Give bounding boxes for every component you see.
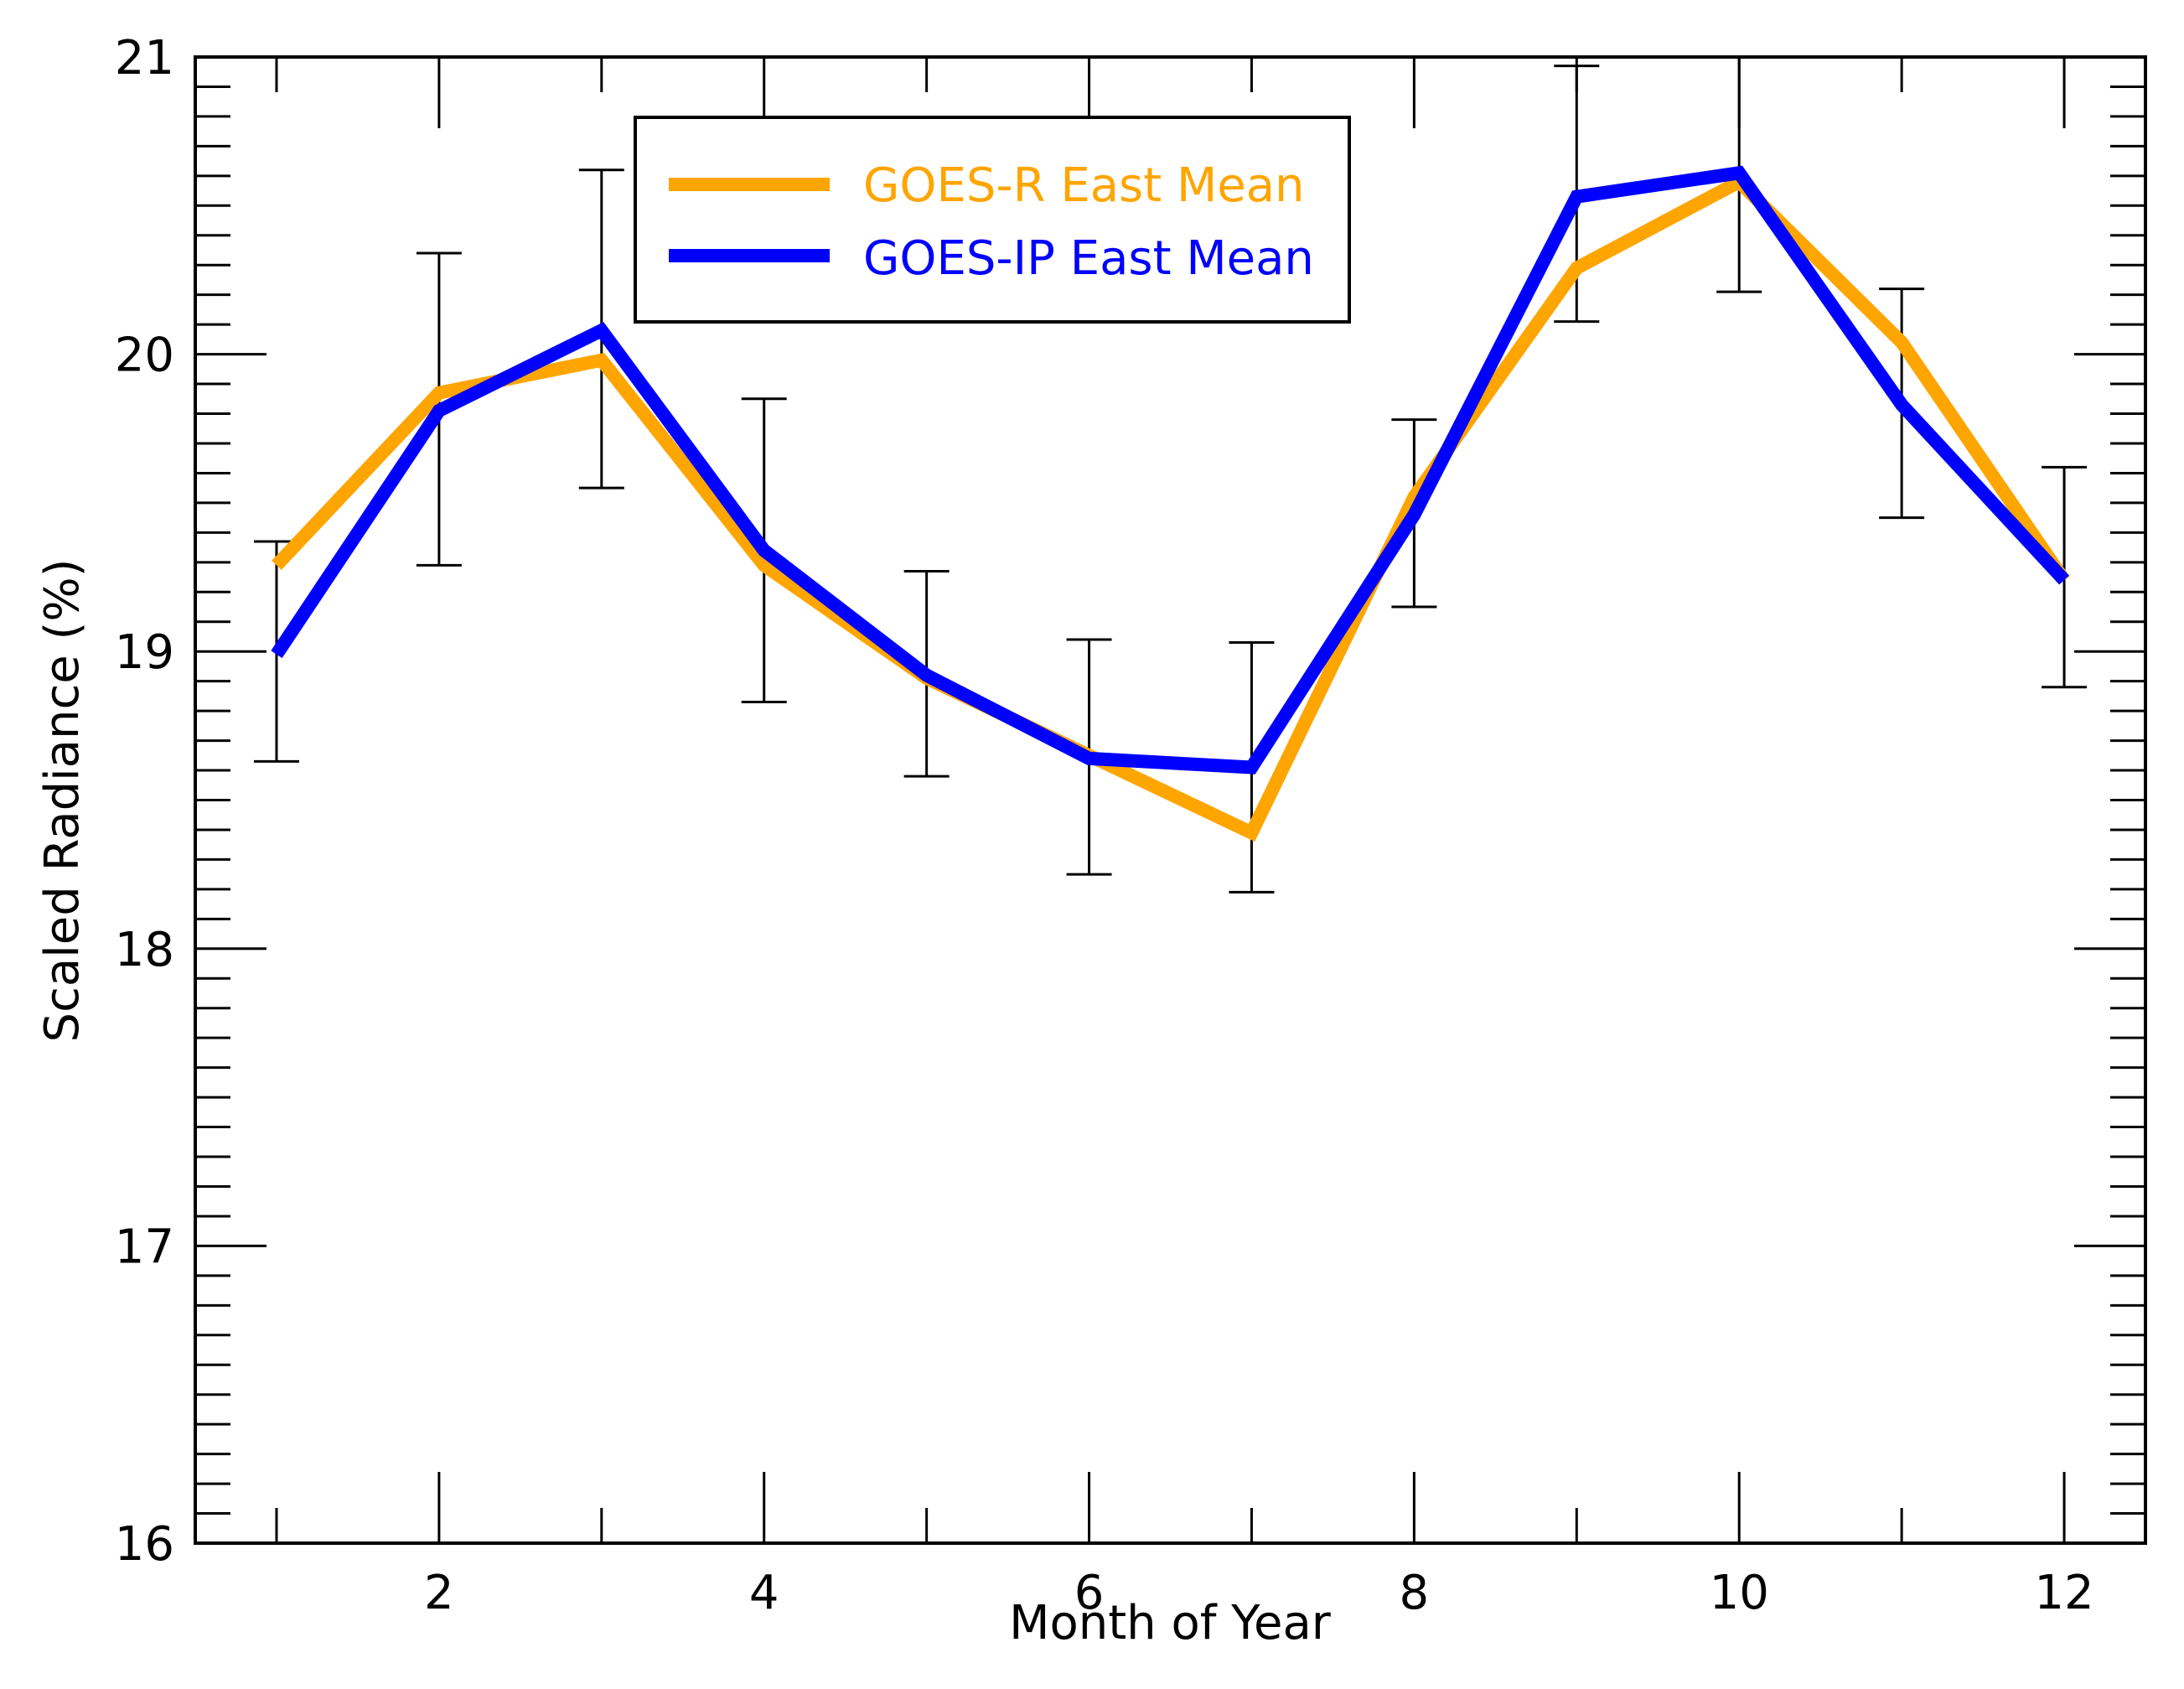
series-line-goes-ip bbox=[271, 165, 2069, 775]
legend-label-goes-ip: GOES-IP East Mean bbox=[863, 231, 1314, 286]
series-lines bbox=[271, 165, 2070, 842]
y-tick-label: 18 bbox=[115, 923, 174, 977]
legend: GOES-R East Mean GOES-IP East Mean bbox=[634, 116, 1351, 324]
legend-label-goes-r: GOES-R East Mean bbox=[863, 158, 1305, 213]
y-tick-label: 21 bbox=[115, 31, 174, 85]
x-tick-label: 4 bbox=[749, 1566, 779, 1620]
x-tick-label: 10 bbox=[1710, 1566, 1769, 1620]
x-tick-label: 2 bbox=[424, 1566, 454, 1620]
x-tick-label: 12 bbox=[2034, 1566, 2093, 1620]
x-tick-label: 8 bbox=[1400, 1566, 1430, 1620]
x-axis-label: Month of Year bbox=[1009, 1596, 1332, 1650]
y-tick-labels: 16 17 18 19 20 21 bbox=[115, 31, 174, 1572]
y-axis-label: Scaled Radiance (%) bbox=[35, 559, 90, 1043]
x-tick-labels: 2 4 6 8 10 12 bbox=[424, 1566, 2094, 1620]
y-tick-label: 20 bbox=[115, 329, 174, 383]
x-tick-label: 6 bbox=[1074, 1566, 1105, 1620]
minor-ticks bbox=[195, 57, 2145, 1543]
y-tick-label: 16 bbox=[115, 1517, 174, 1572]
y-tick-label: 17 bbox=[115, 1220, 174, 1274]
y-tick-label: 19 bbox=[115, 625, 174, 680]
legend-box bbox=[634, 116, 1351, 324]
